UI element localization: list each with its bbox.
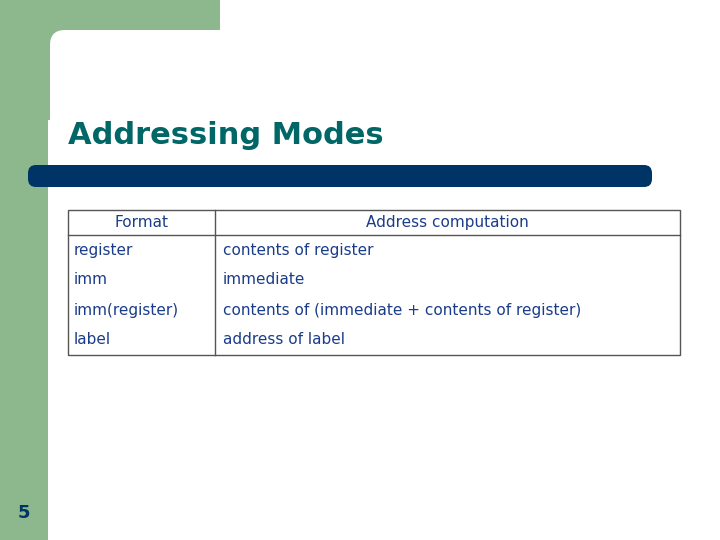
Text: Address computation: Address computation <box>366 215 529 230</box>
FancyBboxPatch shape <box>28 165 652 187</box>
Text: immediate: immediate <box>223 273 305 287</box>
Bar <box>48 505 720 540</box>
Text: Format: Format <box>114 215 168 230</box>
Text: address of label: address of label <box>223 333 345 348</box>
Text: label: label <box>74 333 111 348</box>
FancyBboxPatch shape <box>50 30 720 510</box>
Bar <box>0 0 48 540</box>
Text: imm: imm <box>74 273 108 287</box>
Bar <box>68 210 680 355</box>
Bar <box>0 0 220 120</box>
Bar <box>220 0 720 120</box>
Text: imm(register): imm(register) <box>74 302 179 318</box>
Text: register: register <box>74 242 133 258</box>
Text: Addressing Modes: Addressing Modes <box>68 121 384 150</box>
Text: contents of (immediate + contents of register): contents of (immediate + contents of reg… <box>223 302 581 318</box>
Text: 5: 5 <box>18 504 30 522</box>
Text: contents of register: contents of register <box>223 242 374 258</box>
